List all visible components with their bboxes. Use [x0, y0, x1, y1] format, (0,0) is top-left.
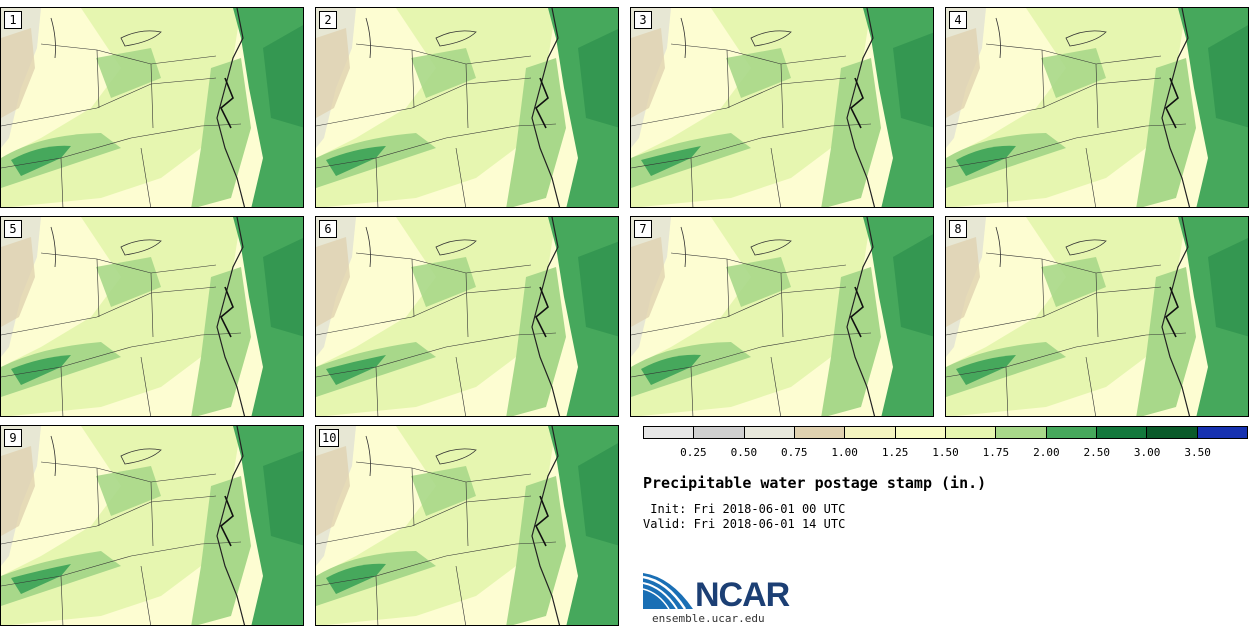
colorbar-swatch: [694, 427, 745, 438]
map-panel: 2: [315, 7, 619, 208]
chart-title: Precipitable water postage stamp (in.): [643, 474, 987, 492]
map-panel: 8: [945, 216, 1249, 417]
colorbar-swatch: [1147, 427, 1198, 438]
map-panel: 7: [630, 216, 934, 417]
init-time: Init: Fri 2018-06-01 00 UTC: [643, 502, 846, 516]
panel-number: 7: [634, 220, 652, 238]
colorbar-tick-label: 0.50: [730, 446, 758, 459]
panel-number: 5: [4, 220, 22, 238]
logo-url: ensemble.ucar.edu: [652, 612, 765, 625]
map-panel: 5: [0, 216, 304, 417]
colorbar-tick-label: 1.00: [831, 446, 858, 459]
colorbar-swatch: [1197, 427, 1247, 438]
ncar-logo-text: NCAR: [695, 576, 790, 614]
panel-number: 8: [949, 220, 967, 238]
colorbar-tick-label: 3.00: [1133, 446, 1161, 459]
colorbar-swatch: [945, 427, 997, 438]
panel-number: 1: [4, 11, 22, 29]
colorbar-tick-label: 0.25: [680, 446, 707, 459]
colorbar-tick-label: 0.75: [781, 446, 808, 459]
colorbar-swatch: [744, 427, 795, 438]
panel-number: 6: [319, 220, 337, 238]
colorbar-tick-label: 1.75: [982, 446, 1010, 459]
ncar-logo-icon: [643, 573, 693, 610]
map-panel: 4: [945, 7, 1249, 208]
map-panel: 9: [0, 425, 304, 626]
colorbar-swatch: [644, 427, 695, 438]
colorbar-swatch: [845, 427, 896, 438]
map-panel: 3: [630, 7, 934, 208]
colorbar-tick-label: 3.50: [1184, 446, 1211, 459]
colorbar-swatch: [1096, 427, 1148, 438]
colorbar-swatch: [996, 427, 1047, 438]
colorbar-swatch: [794, 427, 846, 438]
panel-number: 3: [634, 11, 652, 29]
panel-number: 10: [319, 429, 340, 447]
map-panel: 6: [315, 216, 619, 417]
panel-number: 9: [4, 429, 22, 447]
colorbar-swatch: [895, 427, 946, 438]
map-panel: 10: [315, 425, 619, 626]
map-panel: 1: [0, 7, 304, 208]
colorbar-tick-label: 1.50: [932, 446, 959, 459]
colorbar-swatch: [1046, 427, 1097, 438]
colorbar-tick-label: 1.25: [881, 446, 909, 459]
panel-number: 2: [319, 11, 337, 29]
colorbar-tick-label: 2.00: [1033, 446, 1060, 459]
panel-number: 4: [949, 11, 967, 29]
valid-time: Valid: Fri 2018-06-01 14 UTC: [643, 517, 846, 531]
colorbar-tick-label: 2.50: [1083, 446, 1111, 459]
colorbar: [643, 426, 1248, 439]
